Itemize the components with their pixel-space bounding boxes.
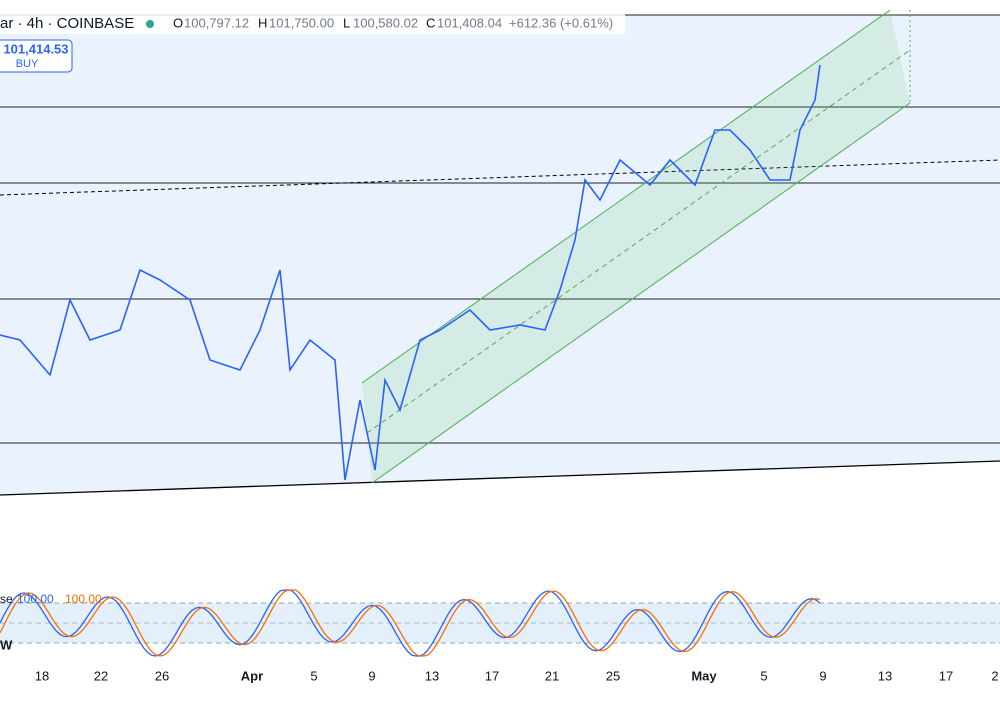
open: 100,797.12 — [184, 15, 249, 30]
o-label: O — [173, 15, 183, 30]
x-label: Apr — [241, 668, 263, 683]
levels — [0, 14, 1000, 444]
channel-bottom — [371, 102, 911, 484]
ind-d: 100.00 — [65, 592, 102, 606]
channel-mid — [366, 49, 911, 434]
x-label: 9 — [819, 668, 826, 683]
stoch-d — [0, 589, 821, 657]
x-label: 21 — [545, 668, 559, 683]
symbol: ar · 4h · COINBASE — [0, 15, 134, 32]
x-label: 5 — [760, 668, 767, 683]
x-axis: 18 22 26 Apr 5 9 13 17 21 25 May 5 9 13 17 2 — [35, 668, 999, 683]
price-trace — [0, 64, 821, 481]
x-label: 13 — [878, 668, 892, 683]
x-label: May — [691, 668, 717, 683]
high: 101,750.00 — [269, 15, 334, 30]
trend-line — [0, 460, 1000, 496]
zone — [0, 15, 1000, 495]
channel-top — [361, 9, 891, 384]
buy-price[interactable]: 101,414.53 — [3, 41, 68, 56]
x-label: 17 — [939, 668, 953, 683]
low: 100,580.02 — [353, 15, 418, 30]
x-label: 5 — [310, 668, 317, 683]
channel-fill — [362, 10, 910, 483]
buy-button[interactable] — [0, 39, 73, 73]
change: +612.36 (+0.61%) — [509, 15, 613, 30]
ind-k: 100.00 — [17, 592, 54, 606]
buy-label[interactable]: BUY — [16, 58, 39, 70]
x-label: 25 — [606, 668, 620, 683]
status-dot — [146, 20, 154, 28]
x-label: 22 — [94, 668, 108, 683]
x-label: 17 — [485, 668, 499, 683]
header-bg — [0, 14, 625, 34]
ohlc: O 100,797.12 H 101,750.00 L 100,580.02 C… — [173, 15, 613, 30]
stoch-k — [0, 589, 821, 657]
dashed-trend — [0, 159, 1000, 196]
close: 101,408.04 — [437, 15, 502, 30]
x-label: 13 — [425, 668, 439, 683]
x-label: 9 — [368, 668, 375, 683]
x-label: 2 — [991, 668, 998, 683]
ind-name: se — [0, 592, 13, 606]
x-label: 18 — [35, 668, 49, 683]
x-label: 26 — [155, 668, 169, 683]
h-label: H — [258, 15, 267, 30]
c-label: C — [426, 15, 435, 30]
l-label: L — [343, 15, 350, 30]
ind-tag: W — [0, 637, 13, 652]
